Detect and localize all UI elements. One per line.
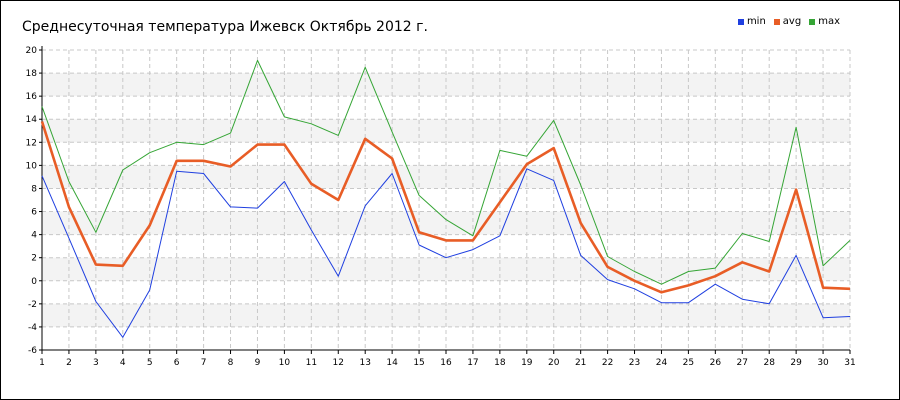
y-tick-label: 4 xyxy=(31,231,37,241)
y-tick-label: 0 xyxy=(31,277,37,287)
x-tick-label: 12 xyxy=(333,358,344,368)
x-tick-label: 9 xyxy=(255,358,261,368)
x-tick-label: 18 xyxy=(494,358,506,368)
x-tick-label: 11 xyxy=(306,358,317,368)
x-tick-label: 28 xyxy=(763,358,775,368)
x-tick-label: 22 xyxy=(602,358,613,368)
x-tick-label: 1 xyxy=(39,358,45,368)
x-tick-label: 25 xyxy=(683,358,694,368)
legend-item-max: max xyxy=(809,16,840,27)
series-line-min xyxy=(41,168,851,338)
x-tick-label: 24 xyxy=(656,358,668,368)
y-tick-label: 14 xyxy=(26,115,38,125)
x-tick-label: 17 xyxy=(467,358,478,368)
legend-label-min: min xyxy=(746,16,766,27)
x-tick-label: 5 xyxy=(147,358,153,368)
x-tick-label: 10 xyxy=(279,358,291,368)
grid-band xyxy=(42,73,850,97)
y-tick-label: -2 xyxy=(28,300,37,310)
x-tick-label: 2 xyxy=(66,358,72,368)
x-tick-label: 21 xyxy=(575,358,586,368)
legend-swatch-min xyxy=(737,18,744,25)
y-tick-label: -4 xyxy=(28,323,37,333)
legend-swatch-max xyxy=(809,18,816,25)
x-tick-label: 7 xyxy=(201,358,207,368)
y-tick-label: 10 xyxy=(26,161,38,171)
x-tick-label: 26 xyxy=(710,358,722,368)
y-tick-label: 12 xyxy=(26,138,37,148)
x-tick-label: 30 xyxy=(817,358,829,368)
x-tick-label: 19 xyxy=(521,358,533,368)
x-tick-label: 27 xyxy=(737,358,748,368)
x-tick-label: 13 xyxy=(359,358,370,368)
y-tick-label: 8 xyxy=(31,184,37,194)
x-tick-label: 6 xyxy=(174,358,180,368)
x-tick-label: 23 xyxy=(629,358,640,368)
y-tick-label: 16 xyxy=(26,92,38,102)
series-line-avg xyxy=(40,121,851,294)
x-tick-label: 8 xyxy=(228,358,234,368)
x-tick-label: 15 xyxy=(413,358,424,368)
legend-label-max: max xyxy=(818,16,840,27)
legend: min avg max xyxy=(737,16,840,27)
chart-title: Среднесуточная температура Ижевск Октябр… xyxy=(22,19,428,35)
y-tick-label: 6 xyxy=(31,208,37,218)
grid-band xyxy=(42,211,850,235)
x-tick-label: 31 xyxy=(844,358,855,368)
x-tick-label: 29 xyxy=(790,358,802,368)
grid-band xyxy=(42,303,850,327)
y-tick-label: 18 xyxy=(26,69,38,79)
x-tick-label: 20 xyxy=(548,358,560,368)
x-tick-label: 14 xyxy=(386,358,398,368)
legend-label-avg: avg xyxy=(782,16,802,27)
x-tick-label: 4 xyxy=(120,358,126,368)
legend-swatch-avg xyxy=(773,18,780,25)
x-tick-label: 3 xyxy=(93,358,99,368)
series-line-max xyxy=(41,59,851,285)
y-tick-label: -6 xyxy=(28,346,37,356)
y-tick-label: 2 xyxy=(31,254,37,264)
y-tick-label: 20 xyxy=(26,46,38,56)
legend-item-min: min xyxy=(737,16,766,27)
legend-item-avg: avg xyxy=(773,16,802,27)
x-tick-label: 16 xyxy=(440,358,452,368)
